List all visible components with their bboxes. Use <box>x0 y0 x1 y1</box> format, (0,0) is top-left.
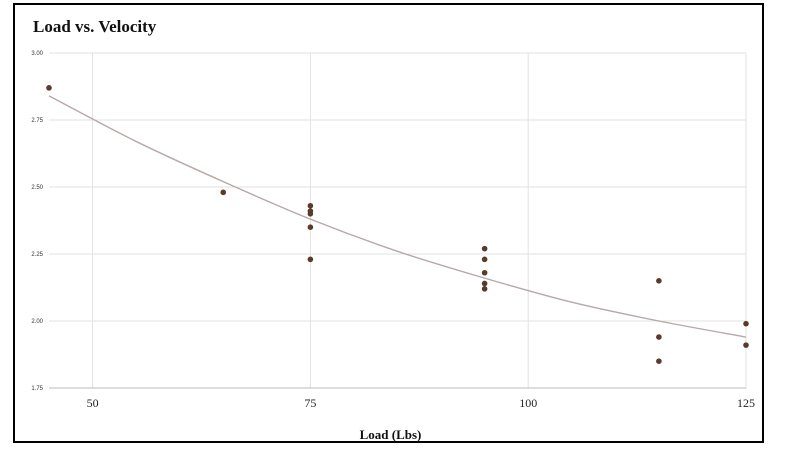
chart-title: Load vs. Velocity <box>33 17 157 36</box>
data-point <box>307 224 314 230</box>
data-point <box>481 280 488 287</box>
y-tick-label: 2.00 <box>31 319 43 325</box>
y-tick-label: 1.75 <box>31 386 43 392</box>
x-tick-label: 75 <box>304 396 316 410</box>
y-tick-label: 3.00 <box>31 51 43 57</box>
x-tick-label: 125 <box>737 396 755 410</box>
data-point <box>481 245 488 252</box>
data-point <box>307 211 314 217</box>
data-point <box>307 256 314 263</box>
trendline <box>48 95 747 338</box>
data-point <box>481 256 488 263</box>
data-point <box>743 320 749 327</box>
y-tick-label: 2.25 <box>31 252 43 258</box>
y-tick-label: 2.50 <box>31 185 43 191</box>
y-tick-label: 2.75 <box>31 118 43 124</box>
x-tick-label: 50 <box>87 396 99 410</box>
data-point <box>307 202 314 209</box>
scatter-plot: 1.75 2.00 2.25 2.50 2.75 3.00 50 75 100 125 <box>31 51 755 410</box>
data-point <box>220 189 227 196</box>
data-point <box>481 269 488 276</box>
data-point <box>481 286 488 292</box>
x-axis-label: Load (Lbs) <box>359 427 422 442</box>
data-point <box>656 334 662 340</box>
data-point <box>743 342 749 348</box>
data-point <box>656 278 662 284</box>
data-point <box>46 85 52 91</box>
x-tick-label: 100 <box>519 396 537 410</box>
data-point <box>656 358 662 365</box>
chart-frame: Load vs. Velocity 1.75 2.00 2.25 2.50 2.75 3.… <box>13 3 764 443</box>
